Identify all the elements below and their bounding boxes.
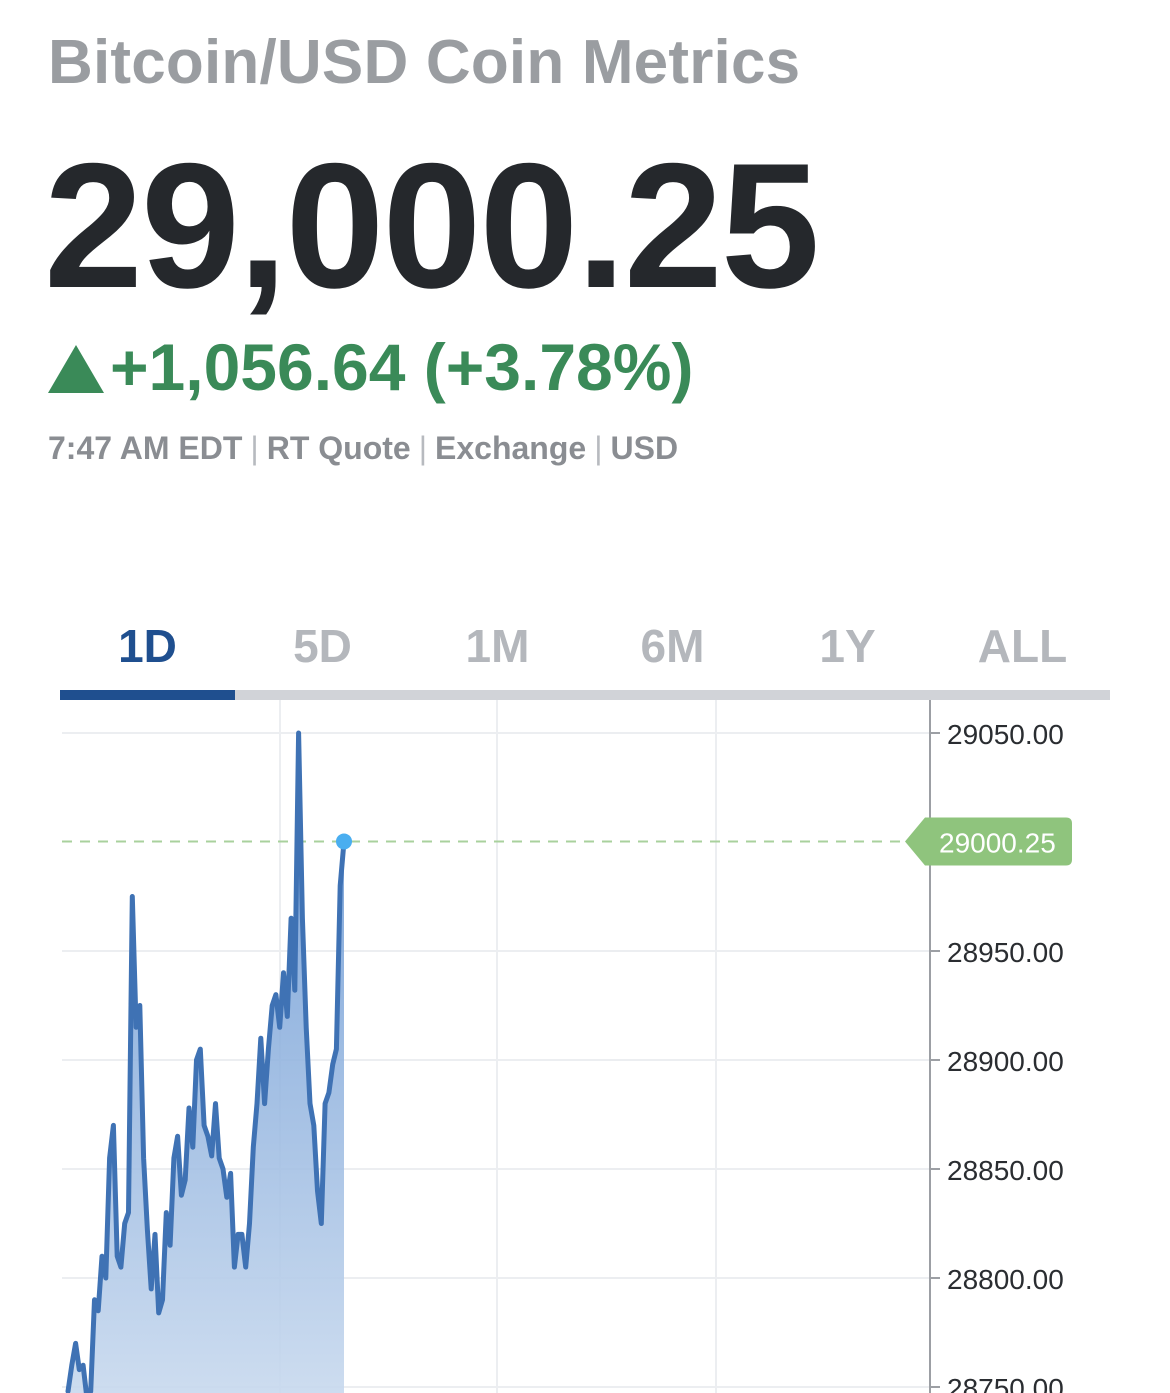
quote-meta: 7:47 AM EDT | RT Quote | Exchange | USD [48,430,679,466]
tab-1y[interactable]: 1Y [819,620,876,672]
y-tick-label: 28750.00 [947,1373,1064,1393]
price-change: +1,056.64 (+3.78%) [48,330,694,404]
tab-all[interactable]: ALL [977,620,1068,672]
active-tab-indicator [60,690,235,700]
quote-type: RT Quote [266,430,411,466]
price-line [65,730,347,1393]
quote-venue: Exchange [435,430,587,466]
current-price-tag-label: 29000.25 [939,827,1056,858]
y-tick-label: 28950.00 [947,937,1064,968]
last-price-dot [336,833,352,850]
price-chart[interactable]: 29050.00 28950.00 28900.00 28850.00 28800.00… [0,700,1170,1393]
y-tick-label: 28900.00 [947,1046,1064,1077]
last-price: 29,000.25 [44,126,820,325]
instrument-title: Bitcoin/USD Coin Metrics [48,28,801,97]
tab-track [60,690,1110,700]
tab-1d[interactable]: 1D [118,620,177,672]
tab-6m[interactable]: 6M [640,620,705,672]
y-tick-label: 28800.00 [947,1264,1064,1295]
price-area-fill [68,733,344,1393]
y-tick-label: 29050.00 [947,719,1064,750]
up-arrow-icon [48,345,104,393]
tab-1m[interactable]: 1M [465,620,530,672]
current-price-tag [905,817,1072,866]
y-tick-label: 28850.00 [947,1155,1064,1186]
price-change-value: +1,056.64 (+3.78%) [110,330,694,404]
tab-5d[interactable]: 5D [293,620,352,672]
time-range-tabs: 1D 5D 1M 6M 1Y ALL [60,610,1110,702]
quote-time: 7:47 AM EDT [48,430,243,466]
quote-currency: USD [610,430,679,466]
